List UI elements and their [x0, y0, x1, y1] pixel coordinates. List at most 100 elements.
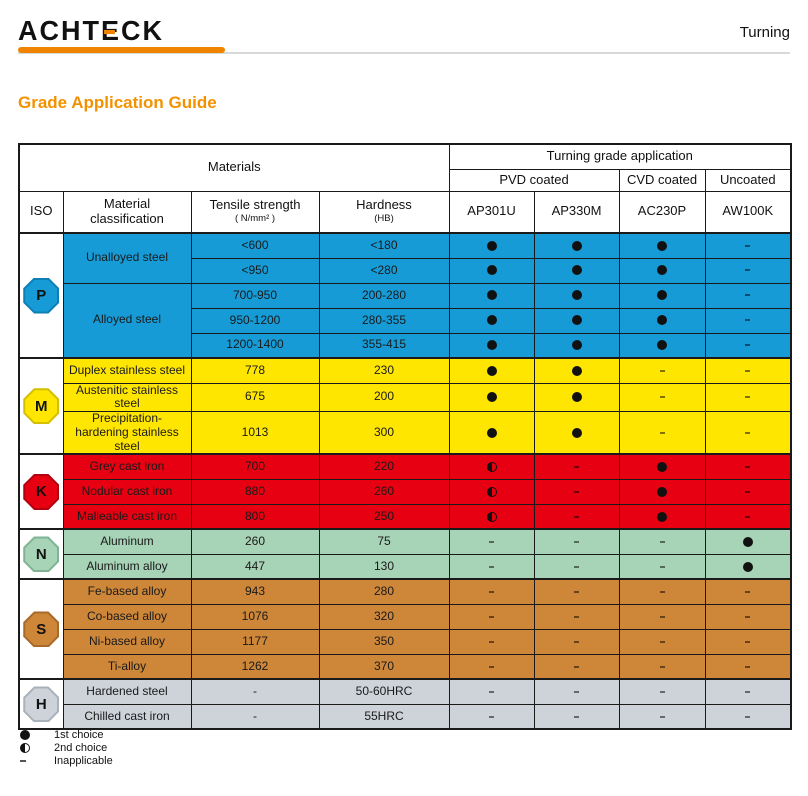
- hardness-value-cell: 220: [318, 453, 450, 480]
- header-row-coatings: PVD coated CVD coated Uncoated: [19, 168, 792, 192]
- grade-mark-cell: [533, 553, 620, 580]
- section-label-turning: Turning: [739, 24, 790, 41]
- grade-mark-cell: [618, 332, 706, 359]
- inapplicable-mark: [745, 615, 751, 618]
- inapplicable-mark: [659, 396, 665, 399]
- hardness-value-cell: 260: [318, 478, 450, 505]
- first-choice-mark: [657, 462, 667, 473]
- inapplicable-mark: [745, 344, 751, 347]
- table-row: Precipitation-hardening stainless steel 1…: [19, 411, 792, 455]
- hardness-value-cell: 55HRC: [318, 703, 450, 730]
- grade-mark-cell: [704, 232, 792, 259]
- grade-mark-cell: [618, 453, 706, 480]
- grade-mark-cell: [704, 578, 792, 605]
- grade-mark-cell: [533, 578, 620, 605]
- iso-octagon-icon: P: [23, 277, 60, 314]
- material-classification-cell: Co-based alloy: [62, 603, 192, 630]
- iso-cell-h: H: [18, 678, 64, 730]
- grade-mark-cell: [618, 357, 706, 384]
- grade-mark-cell: [448, 307, 535, 334]
- table-row: Austenitic stainless steel 675 200: [19, 382, 792, 413]
- grade-mark-cell: [618, 528, 706, 555]
- inapplicable-mark: [489, 715, 494, 718]
- iso-octagon-fill: S: [25, 613, 58, 646]
- inapplicable-mark: [574, 615, 579, 618]
- grade-mark-cell: [704, 282, 792, 309]
- material-classification-cell: Unalloyed steel: [62, 232, 192, 284]
- tensile-value-cell: 1076: [190, 603, 320, 630]
- iso-octagon-icon: M: [23, 388, 60, 425]
- grade-mark-cell: [704, 453, 792, 480]
- inapplicable-mark: [745, 665, 751, 668]
- legend-item: Inapplicable: [20, 755, 113, 767]
- inapplicable-mark: [745, 591, 751, 594]
- first-choice-mark: [486, 365, 497, 376]
- grade-mark-cell: [448, 678, 535, 705]
- first-choice-mark: [657, 290, 667, 301]
- table-row: K Grey cast iron 700 220: [18, 453, 792, 530]
- grade-mark-cell: [448, 453, 535, 480]
- grade-mark-cell: [704, 382, 792, 413]
- inapplicable-mark: [489, 565, 494, 568]
- inapplicable-mark: [574, 490, 579, 493]
- inapplicable-mark: [489, 691, 494, 694]
- inapplicable-mark: [659, 431, 665, 434]
- grade-mark-cell: [618, 257, 706, 284]
- first-choice-mark: [571, 315, 582, 326]
- table-row: Co-based alloy 1076 320: [19, 603, 792, 630]
- table-row: Alloyed steel 700-950 200-280: [19, 282, 792, 359]
- brand-logo-part1: ACHT: [18, 15, 101, 47]
- grade-mark-cell: [704, 628, 792, 655]
- tensile-value-cell: 778: [190, 357, 320, 384]
- grade-header-ap301u: AP301U: [448, 190, 535, 234]
- legend-label: Inapplicable: [54, 755, 113, 767]
- table-row: Ti-alloy 1262 370: [19, 653, 792, 680]
- grade-mark-cell: [533, 603, 620, 630]
- grade-mark-cell: [704, 653, 792, 680]
- grade-mark-cell: [448, 503, 535, 530]
- first-choice-mark: [742, 561, 753, 572]
- legend-item: 2nd choice: [20, 742, 113, 754]
- tensile-value-cell: 1200-1400: [190, 332, 320, 359]
- first-choice-mark: [20, 730, 30, 740]
- grade-mark-cell: [448, 528, 535, 555]
- grade-mark-cell: [533, 232, 620, 259]
- material-classification-cell: Nodular cast iron: [62, 478, 192, 505]
- grade-mark-cell: [618, 382, 706, 413]
- inapplicable-mark: [745, 515, 751, 518]
- table-row: P Unalloyed steel <600 <180: [18, 232, 792, 359]
- legend-label: 1st choice: [54, 729, 104, 741]
- inapplicable-mark: [574, 691, 579, 694]
- table-row: 1200-1400 355-415: [19, 332, 792, 359]
- grade-mark-cell: [448, 628, 535, 655]
- brand-logo-letter-e: E: [101, 15, 122, 47]
- iso-octagon-icon: N: [23, 536, 60, 573]
- grade-mark-cell: [618, 307, 706, 334]
- brand-logo: ACHTECK: [18, 16, 164, 48]
- grade-mark-cell: [533, 382, 620, 413]
- hardness-value-cell: 370: [318, 653, 450, 680]
- table-row: S Fe-based alloy 943 280: [18, 578, 792, 680]
- tensile-value-cell: 800: [190, 503, 320, 530]
- table-row: Chilled cast iron -55HRC: [19, 703, 792, 730]
- iso-octagon-icon: S: [23, 611, 60, 648]
- inapplicable-mark: [489, 615, 494, 618]
- table-row: H Hardened steel -50-60HRC: [18, 678, 792, 730]
- iso-octagon-icon: H: [23, 686, 60, 723]
- tensile-value-cell: -: [190, 703, 320, 730]
- cvd-coated-header-cell: CVD coated: [618, 168, 706, 192]
- iso-column-header: ISO: [18, 190, 64, 234]
- hardness-value-cell: 200: [318, 382, 450, 413]
- inapplicable-mark: [574, 515, 579, 518]
- tensile-column-title: Tensile strength: [209, 197, 301, 213]
- inapplicable-mark: [659, 565, 665, 568]
- material-classification-cell: Fe-based alloy: [62, 578, 192, 605]
- first-choice-mark: [657, 265, 667, 276]
- material-classification-cell: Precipitation-hardening stainless steel: [62, 411, 192, 455]
- grade-mark-cell: [704, 357, 792, 384]
- legend-label: 2nd choice: [54, 742, 108, 754]
- application-header-cell: Turning grade application: [448, 143, 792, 170]
- first-choice-mark: [742, 537, 753, 548]
- grade-mark-cell: [618, 603, 706, 630]
- first-choice-mark: [571, 365, 582, 376]
